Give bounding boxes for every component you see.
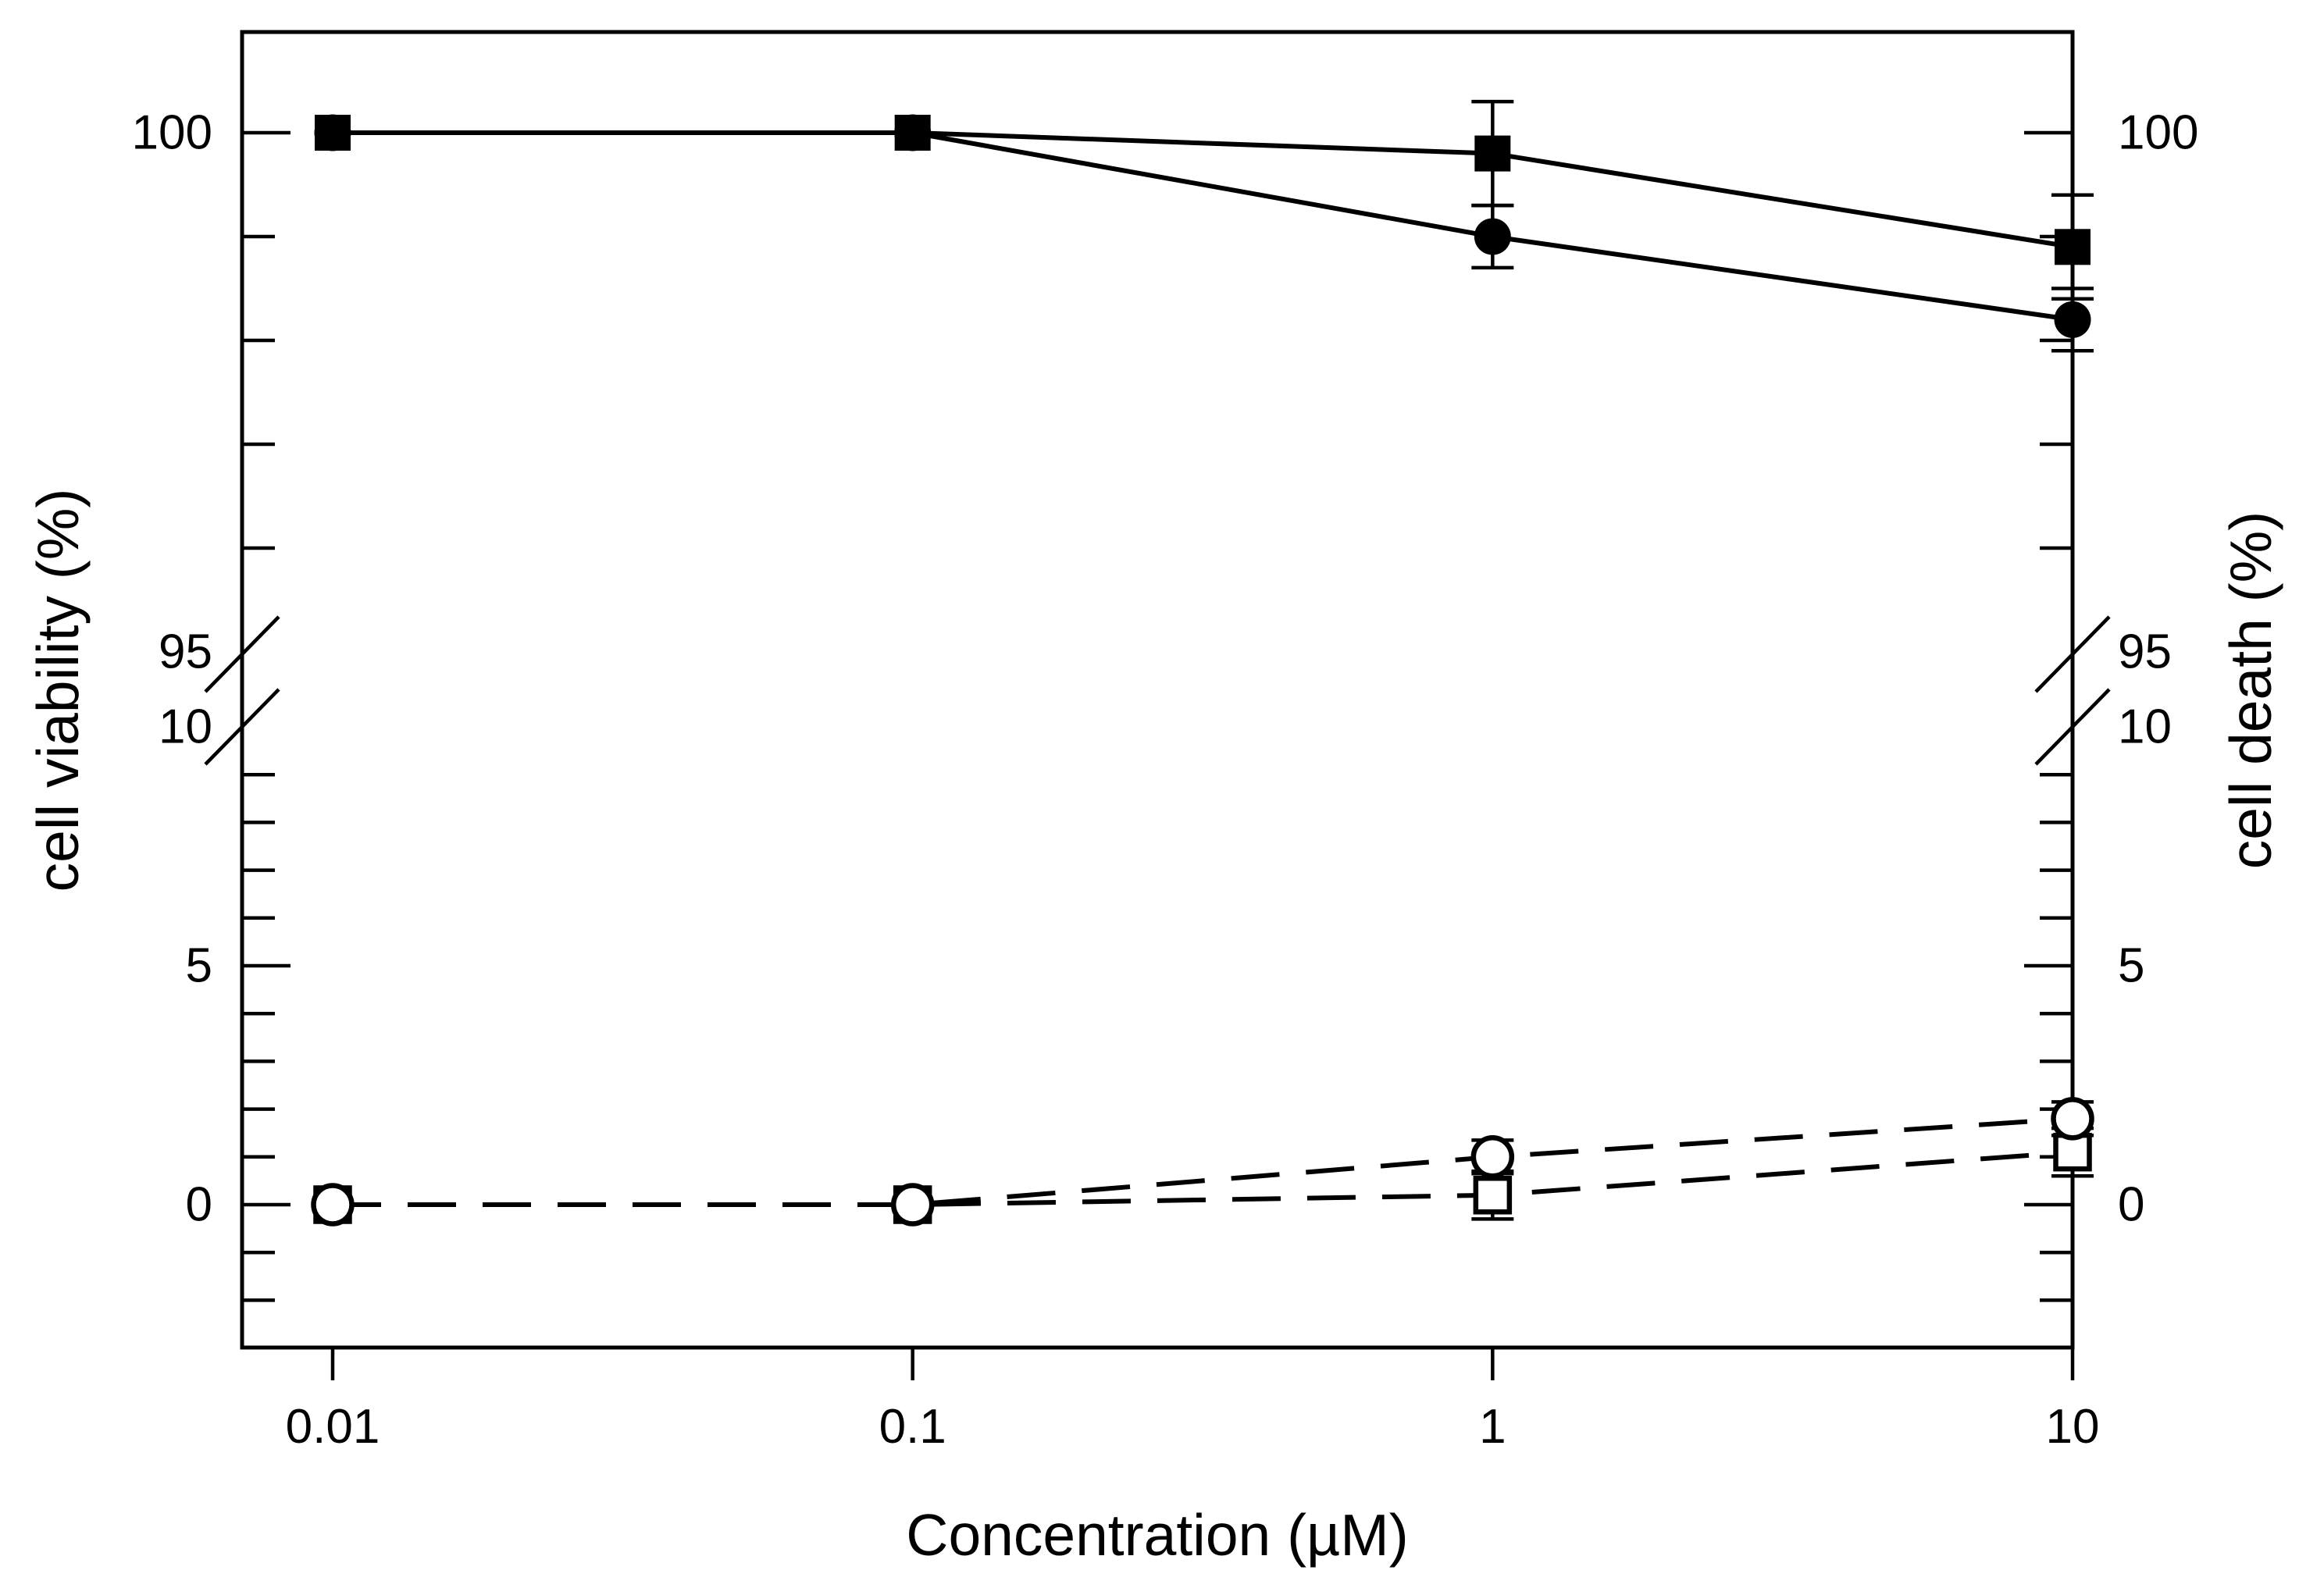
y-axis-label-left: 100 (132, 106, 212, 160)
y-axis-label-right: 5 (2118, 939, 2144, 993)
y-axis-title-right: cell death (%) (2218, 511, 2283, 870)
series-line-2 (333, 1149, 2073, 1207)
marker-filled-square (2055, 229, 2091, 265)
axis-break-slash (204, 615, 280, 693)
error-bars (1471, 99, 2094, 1221)
series-line-3 (333, 1116, 2073, 1207)
marker-open-circle (1470, 1135, 1515, 1179)
marker-open-circle (311, 1183, 355, 1227)
axis-ticks (242, 130, 2075, 1380)
marker-filled-circle (894, 114, 932, 151)
marker-open-circle (890, 1183, 935, 1227)
marker-filled-square (1474, 135, 1511, 172)
y-axis-label-left: 10 (159, 700, 212, 754)
x-axis-tick-label: 0.1 (879, 1400, 946, 1454)
marker-filled-circle (2054, 301, 2091, 338)
series-line-0 (333, 130, 2073, 250)
axis-break-marks (204, 615, 2111, 766)
y-axis-label-left: 95 (159, 625, 212, 679)
x-axis-tick-label: 1 (1479, 1400, 1506, 1454)
y-axis-title-left: cell viability (%) (25, 489, 91, 892)
marker-filled-circle (1474, 218, 1511, 255)
series-lines (333, 130, 2073, 1207)
marker-open-square (1473, 1176, 1513, 1215)
series-line-1 (333, 130, 2073, 322)
axis-break-slash (2034, 688, 2111, 766)
plot-border (240, 30, 2075, 1350)
x-axis-title: Concentration (µM) (906, 1502, 1408, 1568)
y-axis-label-right: 100 (2118, 106, 2198, 160)
x-axis-tick-label: 10 (2046, 1400, 2100, 1454)
axis-break-slash (204, 688, 280, 766)
y-axis-label-left: 5 (186, 939, 212, 993)
y-axis-label-right: 95 (2118, 625, 2172, 679)
y-axis-label-left: 0 (186, 1178, 212, 1232)
y-axis-label-right: 10 (2118, 700, 2172, 754)
data-markers (311, 114, 2094, 1227)
marker-open-circle (2051, 1097, 2094, 1141)
marker-filled-circle (314, 114, 351, 151)
y-axis-label-right: 0 (2118, 1178, 2144, 1232)
x-axis-tick-label: 0.01 (286, 1400, 380, 1454)
marker-open-square (2053, 1132, 2092, 1172)
tick-labels: 100 100 95 95 10 10 5 5 0 0 0.01 0.1 1 10 (132, 106, 2199, 1454)
axis-break-slash (2034, 615, 2111, 693)
